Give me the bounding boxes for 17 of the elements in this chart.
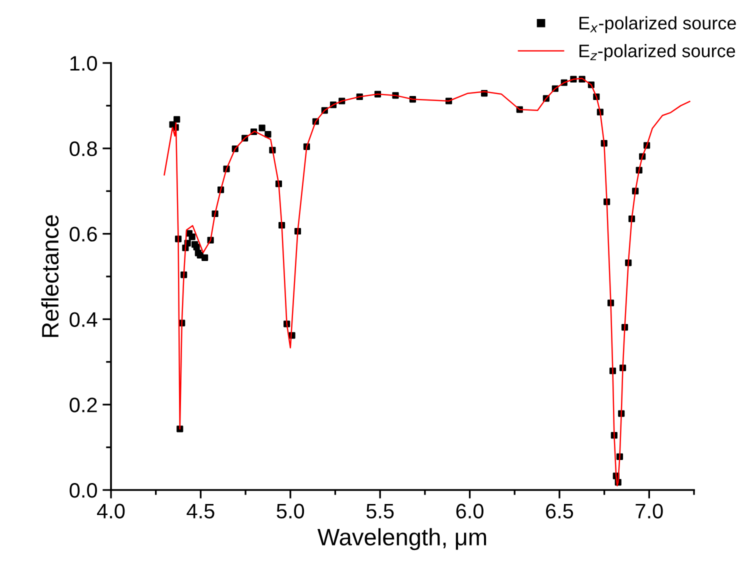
legend-label: E$_{x}$-polarized source (580, 16, 736, 34)
y-tick-label: 0.8 (70, 141, 97, 156)
x-axis-title: Wavelength, μm (318, 528, 486, 550)
x-tick-label: 5.0 (276, 504, 304, 518)
x-tick-label: 4.5 (186, 504, 214, 518)
y-axis-title: Reflectance (41, 215, 59, 337)
legend-label: E$_{z}$-polarized source (580, 44, 736, 61)
y-tick-label: 0.6 (70, 226, 97, 242)
x-tick-label: 5.5 (366, 504, 394, 518)
x-tick-label: 7.0 (636, 504, 663, 518)
y-tick-label: 0.0 (70, 483, 97, 498)
y-tick-label: 0.4 (70, 312, 98, 327)
x-tick-label: 6.0 (456, 504, 484, 518)
x-tick-label: 6.5 (546, 504, 574, 518)
x-tick-label: 4.0 (97, 504, 125, 518)
y-tick-label: 0.2 (70, 398, 97, 412)
y-tick-label: 1.0 (70, 56, 97, 71)
